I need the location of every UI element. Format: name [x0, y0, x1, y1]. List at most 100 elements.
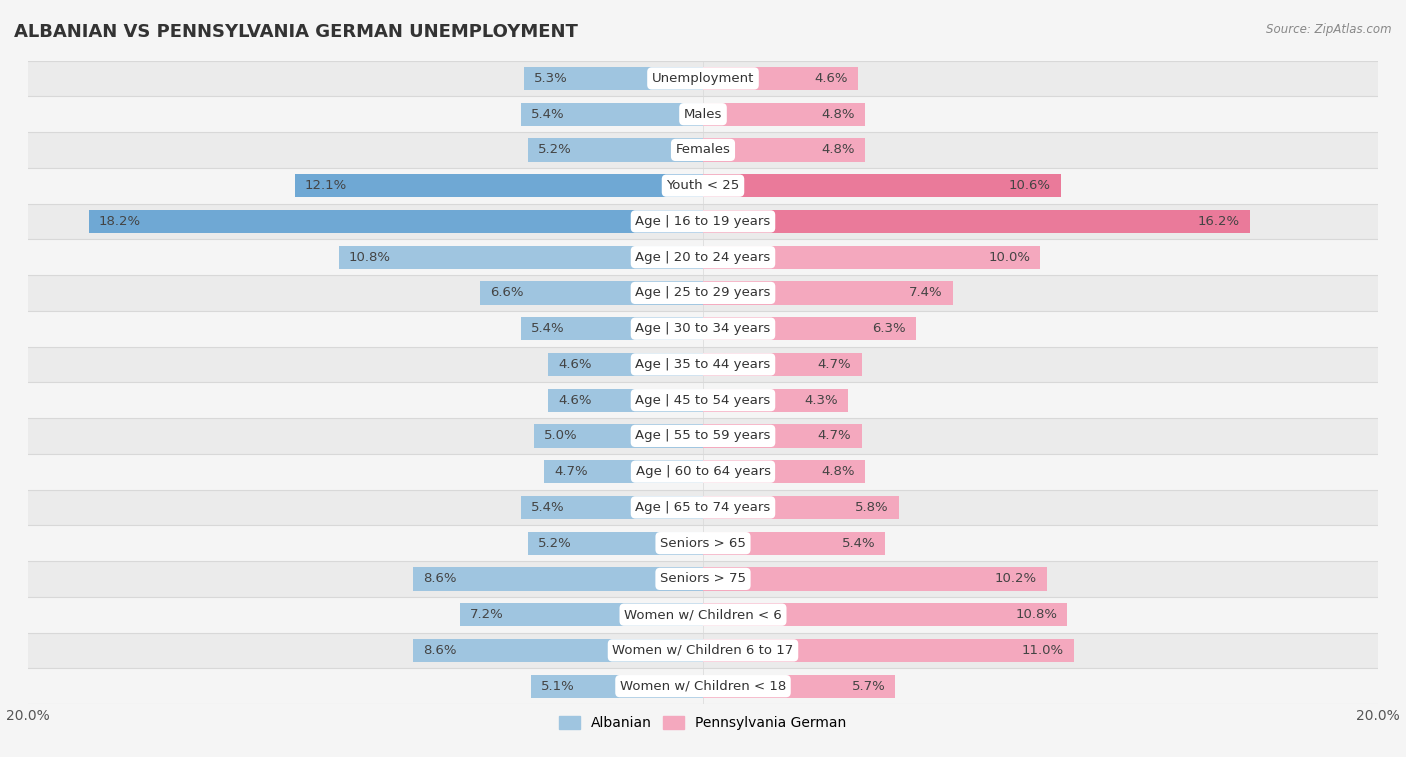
- Text: Unemployment: Unemployment: [652, 72, 754, 85]
- Bar: [703, 353, 862, 376]
- Bar: [89, 210, 703, 233]
- Bar: [28, 633, 1378, 668]
- Text: Females: Females: [675, 143, 731, 157]
- Text: Age | 25 to 29 years: Age | 25 to 29 years: [636, 286, 770, 300]
- Text: 4.8%: 4.8%: [821, 107, 855, 120]
- Text: 18.2%: 18.2%: [98, 215, 141, 228]
- Bar: [28, 490, 1378, 525]
- Bar: [703, 139, 865, 161]
- Bar: [703, 210, 1250, 233]
- Text: 8.6%: 8.6%: [423, 644, 457, 657]
- Text: 11.0%: 11.0%: [1022, 644, 1064, 657]
- Text: Seniors > 75: Seniors > 75: [659, 572, 747, 585]
- Text: 5.7%: 5.7%: [852, 680, 886, 693]
- Text: 10.8%: 10.8%: [349, 251, 391, 263]
- Text: 5.4%: 5.4%: [531, 501, 565, 514]
- Bar: [520, 317, 703, 341]
- Text: Age | 16 to 19 years: Age | 16 to 19 years: [636, 215, 770, 228]
- Text: Seniors > 65: Seniors > 65: [659, 537, 747, 550]
- Bar: [703, 282, 953, 304]
- Bar: [548, 353, 703, 376]
- Text: 5.4%: 5.4%: [531, 322, 565, 335]
- Text: 4.7%: 4.7%: [554, 465, 588, 478]
- Text: Age | 20 to 24 years: Age | 20 to 24 years: [636, 251, 770, 263]
- Bar: [295, 174, 703, 198]
- Bar: [703, 424, 862, 447]
- Text: 4.8%: 4.8%: [821, 465, 855, 478]
- Bar: [28, 61, 1378, 96]
- Text: Age | 60 to 64 years: Age | 60 to 64 years: [636, 465, 770, 478]
- Bar: [28, 168, 1378, 204]
- Bar: [703, 639, 1074, 662]
- Text: 10.6%: 10.6%: [1008, 179, 1050, 192]
- Bar: [703, 460, 865, 483]
- Bar: [28, 96, 1378, 132]
- Text: 5.4%: 5.4%: [531, 107, 565, 120]
- Bar: [28, 311, 1378, 347]
- Bar: [531, 674, 703, 698]
- Bar: [703, 388, 848, 412]
- Bar: [28, 418, 1378, 453]
- Text: 7.2%: 7.2%: [470, 608, 503, 621]
- Text: 7.4%: 7.4%: [908, 286, 942, 300]
- Text: 16.2%: 16.2%: [1198, 215, 1240, 228]
- Bar: [28, 275, 1378, 311]
- Bar: [413, 567, 703, 590]
- Text: Age | 30 to 34 years: Age | 30 to 34 years: [636, 322, 770, 335]
- Text: 10.0%: 10.0%: [988, 251, 1031, 263]
- Text: Youth < 25: Youth < 25: [666, 179, 740, 192]
- Text: Women w/ Children 6 to 17: Women w/ Children 6 to 17: [613, 644, 793, 657]
- Text: Women w/ Children < 18: Women w/ Children < 18: [620, 680, 786, 693]
- Bar: [28, 347, 1378, 382]
- Bar: [527, 531, 703, 555]
- Text: 5.8%: 5.8%: [855, 501, 889, 514]
- Bar: [28, 561, 1378, 597]
- Text: ALBANIAN VS PENNSYLVANIA GERMAN UNEMPLOYMENT: ALBANIAN VS PENNSYLVANIA GERMAN UNEMPLOY…: [14, 23, 578, 41]
- Text: 5.1%: 5.1%: [541, 680, 575, 693]
- Text: 4.6%: 4.6%: [814, 72, 848, 85]
- Bar: [28, 597, 1378, 633]
- Text: 10.2%: 10.2%: [995, 572, 1038, 585]
- Bar: [527, 139, 703, 161]
- Bar: [28, 668, 1378, 704]
- Bar: [28, 525, 1378, 561]
- Bar: [703, 567, 1047, 590]
- Bar: [534, 424, 703, 447]
- Bar: [520, 496, 703, 519]
- Bar: [703, 531, 886, 555]
- Bar: [520, 102, 703, 126]
- Text: Age | 65 to 74 years: Age | 65 to 74 years: [636, 501, 770, 514]
- Bar: [460, 603, 703, 626]
- Text: 4.8%: 4.8%: [821, 143, 855, 157]
- Text: 4.7%: 4.7%: [818, 358, 852, 371]
- Text: Age | 45 to 54 years: Age | 45 to 54 years: [636, 394, 770, 407]
- Text: 4.3%: 4.3%: [804, 394, 838, 407]
- Bar: [339, 245, 703, 269]
- Text: Women w/ Children < 6: Women w/ Children < 6: [624, 608, 782, 621]
- Bar: [28, 239, 1378, 275]
- Text: 6.3%: 6.3%: [872, 322, 905, 335]
- Bar: [703, 174, 1060, 198]
- Text: 8.6%: 8.6%: [423, 572, 457, 585]
- Bar: [703, 496, 898, 519]
- Bar: [703, 674, 896, 698]
- Bar: [28, 382, 1378, 418]
- Text: 5.2%: 5.2%: [537, 143, 571, 157]
- Bar: [28, 204, 1378, 239]
- Text: 6.6%: 6.6%: [491, 286, 524, 300]
- Text: Source: ZipAtlas.com: Source: ZipAtlas.com: [1267, 23, 1392, 36]
- Text: 5.4%: 5.4%: [841, 537, 875, 550]
- Text: 5.3%: 5.3%: [534, 72, 568, 85]
- Bar: [703, 603, 1067, 626]
- Text: 4.7%: 4.7%: [818, 429, 852, 442]
- Text: 12.1%: 12.1%: [305, 179, 347, 192]
- Bar: [544, 460, 703, 483]
- Legend: Albanian, Pennsylvania German: Albanian, Pennsylvania German: [554, 711, 852, 736]
- Text: 4.6%: 4.6%: [558, 394, 592, 407]
- Text: 5.0%: 5.0%: [544, 429, 578, 442]
- Bar: [28, 132, 1378, 168]
- Text: Males: Males: [683, 107, 723, 120]
- Bar: [28, 453, 1378, 490]
- Bar: [481, 282, 703, 304]
- Text: 10.8%: 10.8%: [1015, 608, 1057, 621]
